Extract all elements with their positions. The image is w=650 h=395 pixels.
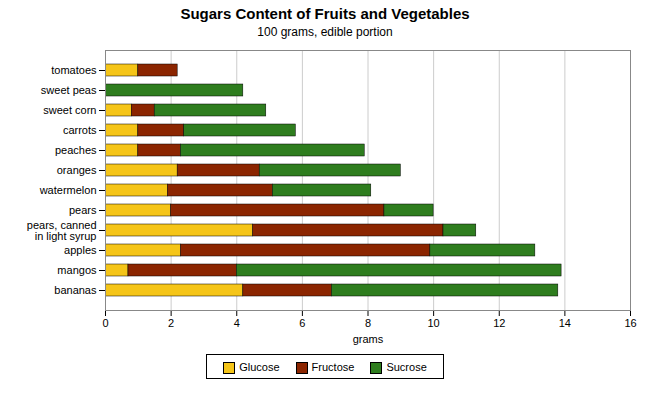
svg-text:watermelon: watermelon [39, 184, 97, 196]
svg-text:carrots: carrots [63, 124, 97, 136]
svg-text:4: 4 [234, 317, 240, 329]
html-text:Glucose: Glucose [239, 361, 280, 374]
html-text:Sucrose: Sucrose [386, 361, 427, 374]
html-text:Sugars Content of Fruits and V: Sugars Content of Fruits and Vegetables [180, 5, 470, 22]
svg-text:peaches: peaches [55, 144, 97, 156]
html-text:100 grams, edible portion: 100 grams, edible portion [257, 25, 393, 39]
html-text:Fructose: Fructose [311, 361, 355, 374]
svg-text:apples: apples [64, 244, 97, 256]
svg-text:10: 10 [428, 317, 440, 329]
svg-text:sweet peas: sweet peas [41, 84, 97, 96]
svg-text:12: 12 [493, 317, 505, 329]
svg-text:bananas: bananas [54, 284, 97, 296]
svg-text:6: 6 [299, 317, 305, 329]
svg-text:pears: pears [69, 204, 97, 216]
svg-text:2: 2 [168, 317, 174, 329]
svg-text:grams: grams [353, 333, 384, 345]
svg-text:mangos: mangos [57, 264, 97, 276]
svg-text:sweet corn: sweet corn [43, 104, 96, 116]
svg-text:14: 14 [559, 317, 571, 329]
svg-text:16: 16 [624, 317, 636, 329]
svg-text:0: 0 [102, 317, 108, 329]
svg-text:pears, cannedin light syrup: pears, cannedin light syrup [27, 219, 97, 242]
svg-text:oranges: oranges [57, 164, 97, 176]
svg-text:tomatoes: tomatoes [51, 64, 97, 76]
svg-text:8: 8 [365, 317, 371, 329]
